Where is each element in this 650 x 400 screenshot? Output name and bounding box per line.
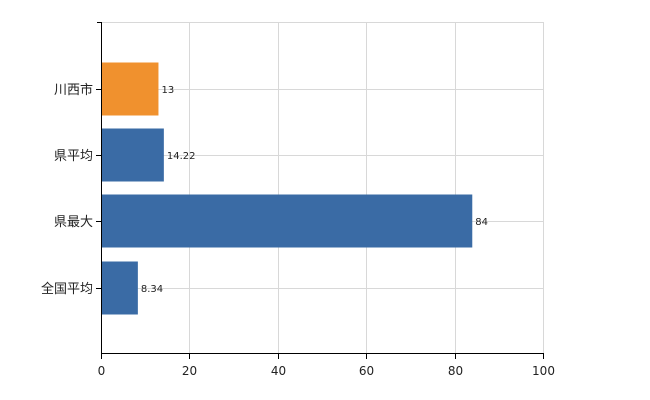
x-tick-label-3: 60 [359, 364, 374, 378]
data-label-3: 8.34 [141, 284, 163, 295]
x-tick-label-1: 20 [182, 364, 197, 378]
grid-layer [101, 22, 544, 353]
x-tick-label-4: 80 [448, 364, 463, 378]
category-label-1: 県平均 [54, 149, 93, 164]
axis-layer [96, 22, 544, 359]
x-tick-label-5: 100 [532, 364, 555, 378]
bar-2 [101, 194, 473, 248]
data-label-0: 13 [161, 85, 174, 96]
data-label-2: 84 [475, 217, 488, 228]
bar-0 [101, 62, 159, 116]
bar-1 [101, 128, 164, 182]
x-tick-label-2: 40 [271, 364, 286, 378]
bar-3 [101, 261, 138, 315]
category-label-0: 川西市 [54, 82, 93, 98]
data-label-1: 14.22 [167, 151, 196, 162]
category-label-2: 県最大 [54, 215, 93, 230]
x-tick-label-0: 0 [98, 364, 106, 378]
category-label-3: 全国平均 [41, 281, 93, 297]
bar-layer [101, 62, 473, 315]
